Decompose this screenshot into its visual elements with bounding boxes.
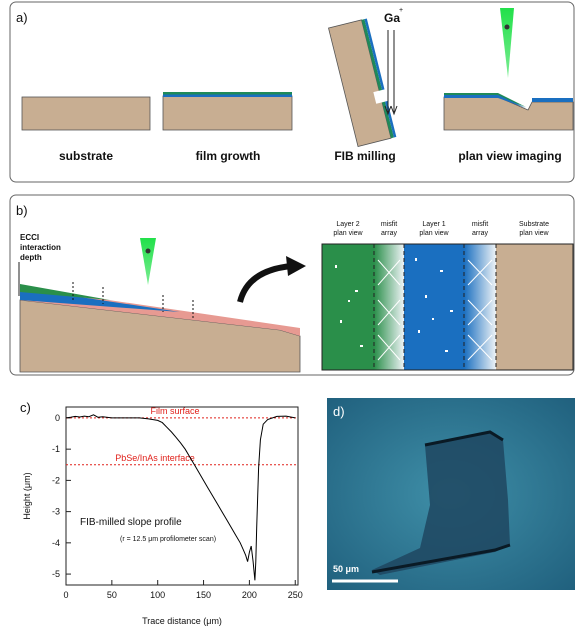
- figure: a) Ga + substrate film growth FIB milling p…: [0, 0, 576, 636]
- region-label: plan view: [419, 230, 449, 237]
- depth-label: depth: [20, 253, 42, 262]
- beam-dot: [505, 25, 510, 30]
- x-tick-label: 0: [63, 590, 68, 600]
- region-label: array: [472, 230, 488, 237]
- y-tick-label: -4: [52, 538, 60, 548]
- step-caption: substrate: [59, 149, 113, 163]
- film-layer: [163, 92, 292, 95]
- y-axis-label: Height (μm): [22, 472, 32, 519]
- region-label: misfit: [381, 221, 397, 228]
- ion-label: Ga: [384, 11, 400, 25]
- region-label: Layer 2: [336, 221, 359, 228]
- y-tick-label: 0: [55, 413, 60, 423]
- step-caption: plan view imaging: [458, 149, 561, 163]
- step-caption: film growth: [196, 149, 261, 163]
- region-label: misfit: [472, 221, 488, 228]
- layer1-region: [404, 244, 464, 370]
- y-tick-label: -3: [52, 507, 60, 517]
- x-tick-label: 150: [196, 590, 211, 600]
- electron-beam: [140, 238, 156, 285]
- x-axis-label: Trace distance (μm): [142, 616, 222, 626]
- x-tick-label: 250: [288, 590, 303, 600]
- depth-label: ECCI: [20, 233, 39, 242]
- misfit-region: [464, 244, 496, 370]
- depth-label: interaction: [20, 243, 61, 252]
- y-tick-label: -2: [52, 475, 60, 485]
- y-tick-label: -1: [52, 444, 60, 454]
- panel-label: c): [20, 400, 31, 415]
- panel-label: b): [16, 203, 28, 218]
- panel-label: a): [16, 10, 28, 25]
- film-layer: [532, 98, 573, 102]
- annotation: FIB-milled slope profile: [80, 517, 182, 528]
- plot-frame: [66, 407, 298, 585]
- scale-bar-label: 50 μm: [333, 564, 359, 574]
- region-label: array: [381, 230, 397, 237]
- region-label: plan view: [519, 230, 549, 237]
- substrate-block: [22, 97, 150, 130]
- region-label: Substrate: [519, 221, 549, 228]
- annotation: (r = 12.5 μm profilometer scan): [120, 536, 216, 543]
- region-label: Layer 1: [422, 221, 445, 228]
- profile-line: [66, 415, 295, 581]
- y-tick-label: -5: [52, 569, 60, 579]
- page: a) Ga + substrate film growth FIB milling p…: [0, 0, 576, 636]
- panel-label: d): [333, 404, 345, 419]
- step-caption: FIB milling: [334, 149, 395, 163]
- x-tick-label: 50: [107, 590, 117, 600]
- beam-dot: [146, 249, 151, 254]
- misfit-region: [374, 244, 404, 370]
- ion-charge: +: [399, 7, 403, 14]
- substrate-region: [496, 244, 573, 370]
- arrow-head: [286, 256, 306, 276]
- reference-label: PbSe/InAs interface: [115, 453, 195, 463]
- curved-arrow: [240, 266, 292, 302]
- x-tick-label: 100: [150, 590, 165, 600]
- electron-beam: [500, 8, 514, 78]
- film-layer: [163, 95, 292, 98]
- region-label: plan view: [333, 230, 363, 237]
- layer2-region: [322, 244, 374, 370]
- x-tick-label: 200: [242, 590, 257, 600]
- reference-label: Film surface: [150, 406, 199, 416]
- substrate-block: [163, 96, 292, 130]
